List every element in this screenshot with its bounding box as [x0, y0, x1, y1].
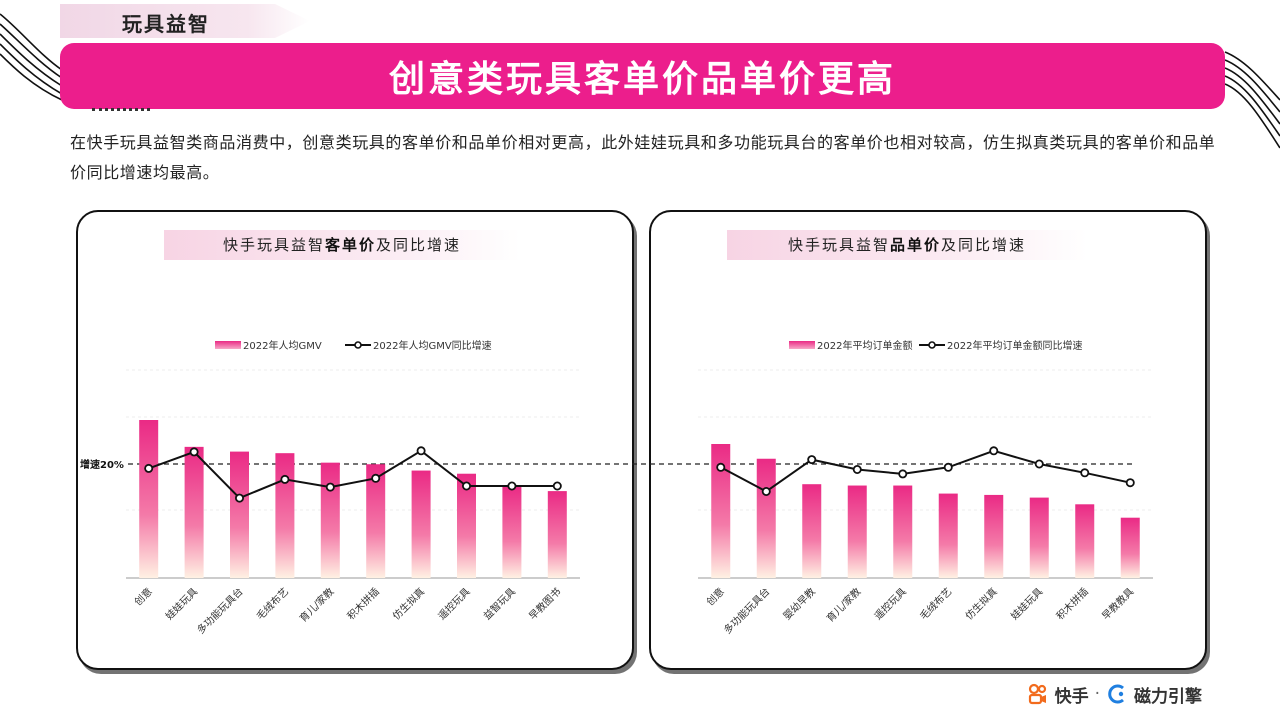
chart-1-bar-4	[893, 485, 913, 578]
panel-item-price: 快手玩具益智品单价及同比增速	[649, 210, 1207, 670]
chart-1-point-6	[989, 446, 999, 456]
chart-1-point-7	[1034, 459, 1044, 469]
chart-1-legend-bar-swatch	[789, 341, 815, 349]
chart-1-bar-8	[1075, 504, 1095, 578]
panel-title-item-price: 快手玩具益智品单价及同比增速	[727, 230, 1087, 260]
threshold-label: 增速20%	[80, 458, 124, 471]
panel-title-bold: 客单价	[324, 236, 376, 254]
chart-0-tick-5: 积木拼插	[344, 585, 381, 622]
chart-0-point-3	[280, 474, 290, 484]
chart-1-point-0	[716, 462, 726, 472]
chart-0-bar-7	[457, 473, 476, 578]
cili-engine-logo-icon	[1108, 684, 1124, 704]
panel-title-post: 及同比增速	[376, 236, 462, 254]
chart-0-bar-6	[411, 470, 431, 578]
chart-0-tick-9: 早教图书	[526, 585, 563, 622]
chart-0-bar-1	[184, 446, 204, 578]
chart-0-bar-0	[139, 420, 159, 578]
panel-title-bold: 品单价	[889, 236, 941, 254]
chart-1-point-8	[1080, 468, 1090, 478]
chart-1-point-9	[1125, 478, 1135, 488]
section-tag-label: 玩具益智	[122, 12, 210, 36]
chart-0-point-4	[325, 482, 335, 492]
chart-0-point-1	[189, 447, 199, 457]
page-title: 创意类玩具客单价品单价更高	[388, 58, 896, 100]
chart-0-point-8	[507, 481, 517, 491]
chart-1-tick-2: 婴幼早教	[780, 585, 817, 622]
footer-brand1: 快手	[1054, 686, 1089, 707]
footer-brand2: 磁力引擎	[1134, 686, 1202, 707]
chart-0-legend-bar-label: 2022年人均GMV	[243, 339, 322, 352]
chart-1-growth-line	[720, 449, 1131, 493]
chart-1-tick-3: 育儿/家教	[824, 585, 864, 625]
chart-0-point-9	[552, 481, 562, 491]
chart-0-bar-8	[502, 486, 522, 578]
chart-1-tick-4: 遥控玩具	[871, 585, 908, 622]
chart-1-legend-line-label: 2022年平均订单金额同比增速	[947, 339, 1082, 352]
chart-1-bar-1	[756, 458, 776, 578]
chart-1-bar-2	[802, 484, 822, 578]
chart-0-bar-5	[366, 464, 386, 578]
section-tag: 玩具益智	[60, 4, 310, 38]
chart-1-bar-0	[711, 444, 731, 578]
chart-0-bar-9	[547, 491, 567, 578]
chart-0-tick-4: 育儿/家教	[297, 585, 337, 625]
chart-0-legend-line-marker	[354, 341, 362, 349]
chart-0-point-5	[371, 473, 381, 483]
chart-0-growth-line	[148, 449, 558, 500]
chart-1-tick-8: 积木拼插	[1053, 585, 1090, 622]
chart-1-tick-5: 毛绒布艺	[917, 585, 954, 622]
footer-brand: 快手 · 磁力引擎	[1027, 682, 1202, 707]
chart-1-point-5	[943, 462, 953, 472]
chart-1-bar-7	[1029, 497, 1049, 578]
chart-0-tick-6: 仿生拟真	[390, 585, 427, 622]
chart-1-tick-6: 仿生拟真	[962, 585, 999, 622]
chart-1-bar-3	[847, 485, 867, 578]
chart-0-tick-7: 遥控玩具	[435, 585, 472, 622]
chart-1-point-2	[807, 455, 817, 465]
chart-0-point-2	[234, 493, 244, 503]
chart-0-tick-0: 创意	[131, 585, 154, 608]
chart-0-point-7	[461, 481, 471, 491]
chart-1-legend-bar-label: 2022年平均订单金额	[817, 339, 912, 352]
chart-1-legend-line-marker	[928, 341, 936, 349]
chart-0-legend-bar-swatch	[215, 341, 241, 349]
title-banner: 创意类玩具客单价品单价更高	[60, 43, 1225, 109]
panel-title-post: 及同比增速	[941, 236, 1027, 254]
panel-customer-price: 快手玩具益智客单价及同比增速	[76, 210, 634, 670]
panel-title-customer-price: 快手玩具益智客单价及同比增速	[164, 230, 520, 260]
chart-0-bar-2	[230, 451, 249, 578]
chart-1-bar-9	[1120, 517, 1140, 578]
chart-0-bar-3	[275, 453, 295, 578]
panel-title-pre: 快手玩具益智	[222, 236, 325, 254]
chart-1-tick-9: 早教教具	[1099, 585, 1136, 622]
chart-1-point-4	[898, 469, 908, 479]
chart-1-bar-6	[984, 494, 1004, 578]
chart-0-legend-line-label: 2022年人均GMV同比增速	[373, 339, 492, 352]
chart-1-point-1	[761, 486, 771, 496]
footer-separator: ·	[1094, 684, 1100, 704]
chart-1-tick-1: 多功能玩具台	[721, 585, 773, 637]
chart-0-point-6	[416, 446, 426, 456]
chart-1-bar-5	[938, 493, 958, 578]
chart-0-tick-8: 益智玩具	[481, 585, 518, 622]
chart-0-tick-3: 毛绒布艺	[254, 585, 291, 622]
chart-0-point-0	[144, 463, 154, 473]
chart-0-tick-2: 多功能玩具台	[194, 585, 246, 637]
chart-0-bar-4	[320, 462, 340, 578]
chart-1-tick-7: 娃娃玩具	[1008, 585, 1045, 622]
chart-1-tick-0: 创意	[704, 585, 727, 608]
panel-title-pre: 快手玩具益智	[787, 236, 890, 254]
intro-paragraph: 在快手玩具益智类商品消费中，创意类玩具的客单价和品单价相对更高，此外娃娃玩具和多…	[70, 133, 1216, 182]
chart-0-tick-1: 娃娃玩具	[163, 585, 200, 622]
chart-1-point-3	[852, 464, 862, 474]
banner-dots	[92, 104, 150, 111]
kuaishou-logo-icon	[1028, 683, 1046, 705]
